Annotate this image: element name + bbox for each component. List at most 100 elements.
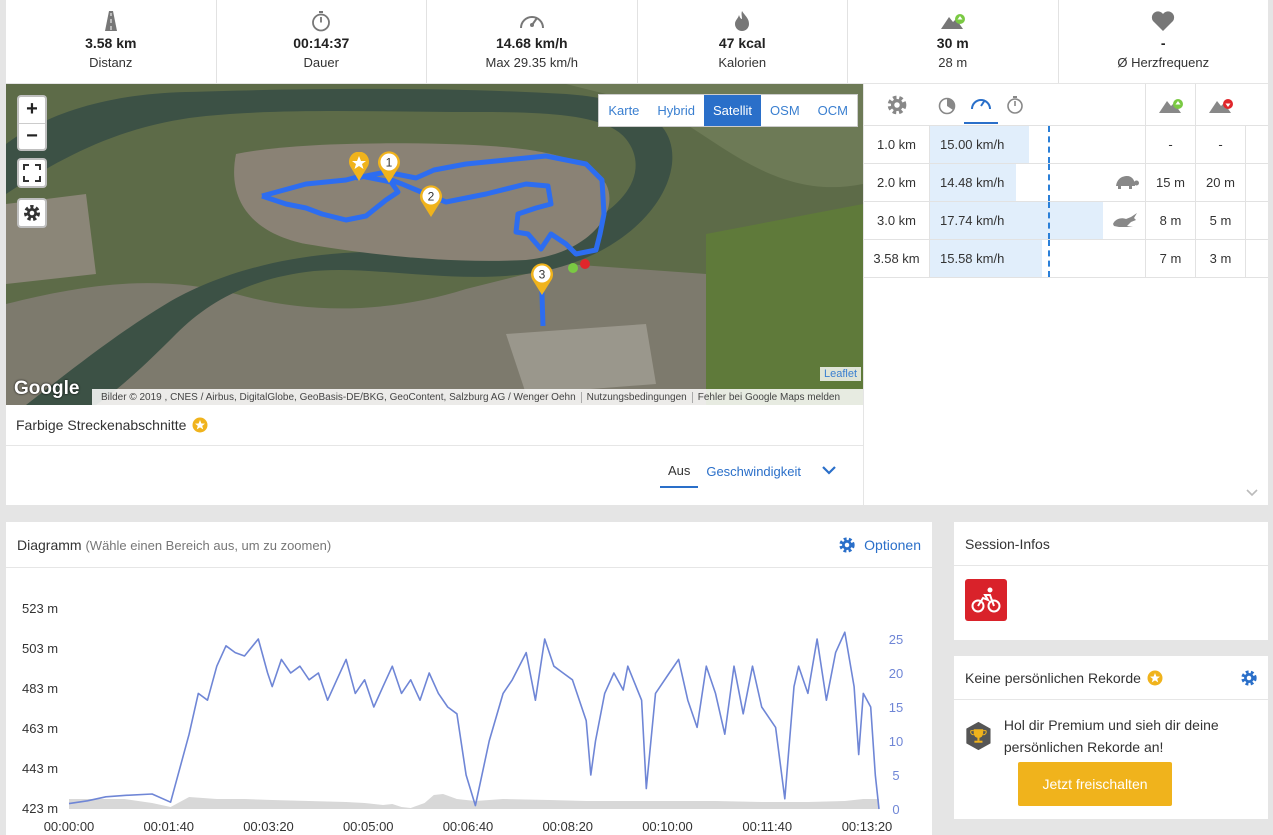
stat-label: Max 29.35 km/h — [485, 55, 579, 70]
stat-label: Kalorien — [718, 55, 767, 70]
average-line — [1048, 126, 1050, 163]
tab-duration[interactable] — [998, 84, 1032, 125]
rabbit-icon — [1113, 213, 1137, 227]
average-line — [1048, 202, 1050, 239]
fullscreen-button[interactable] — [17, 158, 47, 188]
table-settings-button[interactable] — [864, 84, 930, 125]
x-tick-label: 00:13:20 — [842, 819, 893, 834]
stat-label: Distanz — [89, 55, 133, 70]
stat-label: Ø Herzfrequenz — [1117, 55, 1210, 70]
stat-duration: 00:14:37 Dauer — [217, 0, 427, 83]
segment-dropdown-button[interactable] — [809, 464, 845, 487]
zoom-in-button[interactable]: + — [26, 98, 38, 120]
km-marker-2[interactable]: 2 — [418, 184, 444, 218]
segments-title: Farbige Streckenabschnitte — [16, 417, 208, 433]
diagram-hint: (Wähle einen Bereich aus, um zu zoomen) — [85, 538, 332, 553]
stat-calories: 47 kcal Kalorien — [638, 0, 848, 83]
options-button[interactable]: Optionen — [838, 536, 921, 554]
split-speed-bar — [930, 202, 1103, 239]
report-error-link[interactable]: Fehler bei Google Maps melden — [697, 391, 841, 403]
diagram-title-text: Diagramm — [17, 537, 82, 553]
km-marker-3[interactable]: 3 — [529, 262, 555, 296]
tab-speed[interactable] — [964, 84, 998, 124]
heart-icon — [1059, 10, 1269, 32]
gear-icon — [24, 205, 40, 221]
stat-value: 3.58 km — [85, 35, 137, 51]
stats-bar: 3.58 km Distanz 00:14:37 Dauer 14.68 km/… — [6, 0, 1268, 83]
turtle-icon — [1116, 176, 1139, 189]
start-marker-icon[interactable] — [348, 152, 370, 182]
x-tick-label: 00:01:40 — [143, 819, 194, 834]
premium-star-icon — [192, 417, 208, 433]
layer-karte[interactable]: Karte — [608, 103, 640, 118]
split-speed-cell: 14.48 km/h — [930, 164, 1146, 201]
elevation-down-icon — [1209, 98, 1233, 113]
unlock-premium-button[interactable]: Jetzt freischalten — [1018, 762, 1172, 806]
zoom-out-button[interactable]: − — [19, 123, 45, 149]
terms-link[interactable]: Nutzungsbedingungen — [582, 391, 693, 403]
header-spacer — [1032, 84, 1146, 125]
x-tick-label: 00:05:00 — [343, 819, 394, 834]
split-speed: 15.58 km/h — [940, 251, 1005, 266]
y-left-tick-label: 503 m — [22, 641, 58, 656]
split-rows: 1.0 km 15.00 km/h - - 2.0 km 14.48 km/h 15 m 20… — [864, 126, 1268, 278]
records-panel: Keine persönlichen Rekorde Hol dir Premi… — [954, 656, 1268, 819]
route-map[interactable]: 1 2 3 + − Karte Hybrid Satellit OSM OCM … — [6, 84, 863, 405]
x-tick-label: 00:03:20 — [243, 819, 294, 834]
premium-promo-text: Hol dir Premium und sieh dir deine persö… — [1003, 717, 1219, 755]
stat-speed: 14.68 km/h Max 29.35 km/h — [427, 0, 638, 83]
session-info-panel: Session-Infos — [954, 522, 1268, 640]
split-descent: - — [1196, 126, 1246, 163]
elevation-speed-chart[interactable]: 523 m 503 m 483 m 463 m 443 m 423 m 25 20 15 10 5 0… — [6, 569, 932, 835]
gear-icon[interactable] — [1240, 669, 1258, 687]
x-tick-label: 00:10:00 — [642, 819, 693, 834]
y-right-tick-label: 5 — [892, 768, 899, 783]
fullscreen-icon — [23, 164, 41, 182]
svg-text:3: 3 — [539, 268, 546, 282]
layer-osm[interactable]: OSM — [770, 103, 800, 118]
chevron-down-icon — [1246, 489, 1258, 497]
layer-hybrid[interactable]: Hybrid — [657, 103, 695, 118]
satellite-imagery — [6, 84, 863, 405]
session-info-title: Session-Infos — [954, 522, 1268, 566]
layer-satellit[interactable]: Satellit — [704, 95, 762, 126]
split-ascent: 8 m — [1146, 202, 1196, 239]
diagram-panel: Diagramm (Wähle einen Bereich aus, um zu… — [6, 522, 932, 835]
table-row: 1.0 km 15.00 km/h - - — [864, 126, 1268, 164]
table-row: 2.0 km 14.48 km/h 15 m 20 m — [864, 164, 1268, 202]
layer-ocm[interactable]: OCM — [817, 103, 848, 118]
y-right-tick-label: 20 — [889, 666, 903, 681]
split-km: 2.0 km — [864, 164, 930, 201]
colored-segments-panel: Farbige Streckenabschnitte Aus Geschwind… — [6, 405, 863, 505]
trophy-icon — [966, 721, 991, 751]
divider — [6, 445, 863, 446]
tab-pace[interactable] — [930, 84, 964, 125]
split-ascent: 7 m — [1146, 240, 1196, 277]
scroll-down-arrow[interactable] — [1246, 486, 1258, 500]
options-label: Optionen — [864, 537, 921, 553]
split-speed-cell: 17.74 km/h — [930, 202, 1146, 239]
tab-aus[interactable]: Aus — [659, 463, 699, 488]
stat-label: Dauer — [303, 55, 339, 70]
split-speed: 17.74 km/h — [940, 213, 1005, 228]
split-speed-bar — [930, 240, 1043, 277]
tab-geschwindigkeit[interactable]: Geschwindigkeit — [706, 464, 801, 479]
average-line — [1048, 240, 1050, 277]
elevation-up-icon — [848, 10, 1058, 32]
records-title: Keine persönlichen Rekorde — [954, 656, 1268, 700]
gear-icon — [887, 95, 907, 114]
leaflet-link[interactable]: Leaflet — [819, 367, 861, 381]
gear-icon — [839, 537, 855, 553]
stat-value: 30 m — [936, 35, 969, 51]
splits-table: 1.0 km 15.00 km/h - - 2.0 km 14.48 km/h 15 m 20… — [864, 84, 1268, 505]
split-speed: 14.48 km/h — [940, 175, 1005, 190]
y-right-tick-label: 10 — [889, 734, 903, 749]
km-marker-1[interactable]: 1 — [376, 150, 402, 184]
stopwatch-icon — [1007, 95, 1023, 114]
cycling-icon — [965, 579, 1007, 621]
y-left-tick-label: 423 m — [22, 801, 58, 816]
stat-elevation: 30 m 28 m — [848, 0, 1059, 83]
map-settings-button[interactable] — [17, 198, 47, 228]
